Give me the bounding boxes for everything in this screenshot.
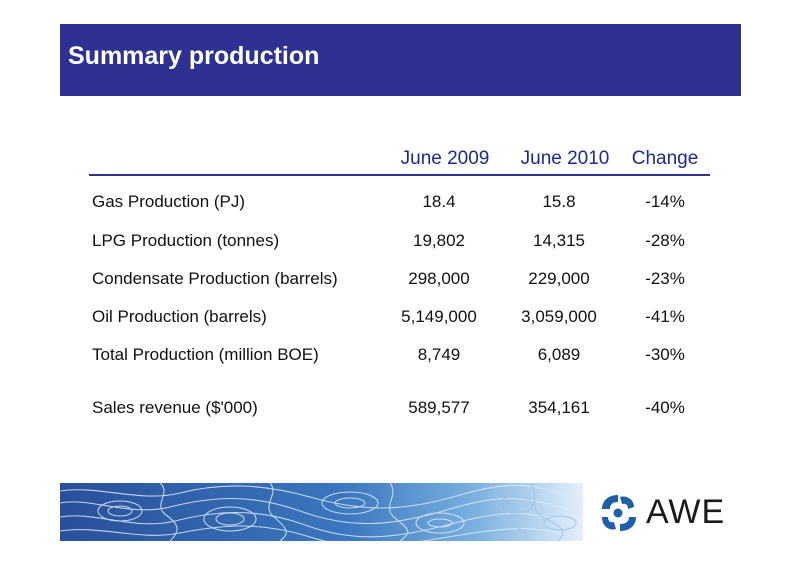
awe-logo-text: AWE (646, 493, 726, 531)
value-change: -40% (645, 398, 685, 417)
value-change: -28% (645, 231, 685, 250)
value-june-2010: 354,161 (528, 398, 590, 417)
column-header-june-2009: June 2009 (400, 148, 490, 169)
table-row: Total Production (million BOE) 8,749 6,0… (0, 345, 800, 369)
table-row: Gas Production (PJ) 18.4 15.8 -14% (0, 192, 800, 216)
awe-logo-icon (602, 495, 636, 531)
row-label: Oil Production (barrels) (92, 307, 267, 326)
column-header-june-2010: June 2010 (520, 148, 610, 169)
row-label: Sales revenue ($'000) (92, 398, 258, 417)
table-row: Oil Production (barrels) 5,149,000 3,059… (0, 307, 800, 331)
table-row: Sales revenue ($'000) 589,577 354,161 -4… (0, 398, 800, 422)
value-june-2009: 5,149,000 (401, 307, 477, 326)
row-label: Gas Production (PJ) (92, 192, 246, 211)
table-row: Condensate Production (barrels) 298,000 … (0, 269, 800, 293)
value-june-2009: 19,802 (413, 231, 465, 250)
value-june-2009: 298,000 (408, 269, 470, 288)
value-june-2009: 8,749 (417, 345, 461, 364)
value-change: -41% (645, 307, 685, 326)
column-header-change: Change (631, 148, 699, 169)
slide-title: Summary production (68, 42, 320, 70)
value-june-2010: 14,315 (533, 231, 585, 250)
row-label: Condensate Production (barrels) (92, 269, 338, 288)
value-change: -30% (645, 345, 685, 364)
title-bar: Summary production (60, 24, 741, 96)
header-underline (89, 174, 710, 176)
value-june-2009: 589,577 (408, 398, 470, 417)
awe-logo: AWE (596, 488, 746, 538)
value-june-2010: 3,059,000 (521, 307, 597, 326)
value-june-2010: 6,089 (537, 345, 581, 364)
topographic-band-image (60, 483, 583, 541)
value-june-2010: 229,000 (528, 269, 590, 288)
row-label: LPG Production (tonnes) (92, 231, 280, 250)
table-row: LPG Production (tonnes) 19,802 14,315 -2… (0, 231, 800, 255)
value-june-2009: 18.4 (422, 192, 456, 211)
value-june-2010: 15.8 (542, 192, 576, 211)
value-change: -14% (645, 192, 685, 211)
row-label: Total Production (million BOE) (92, 345, 319, 364)
value-change: -23% (645, 269, 685, 288)
